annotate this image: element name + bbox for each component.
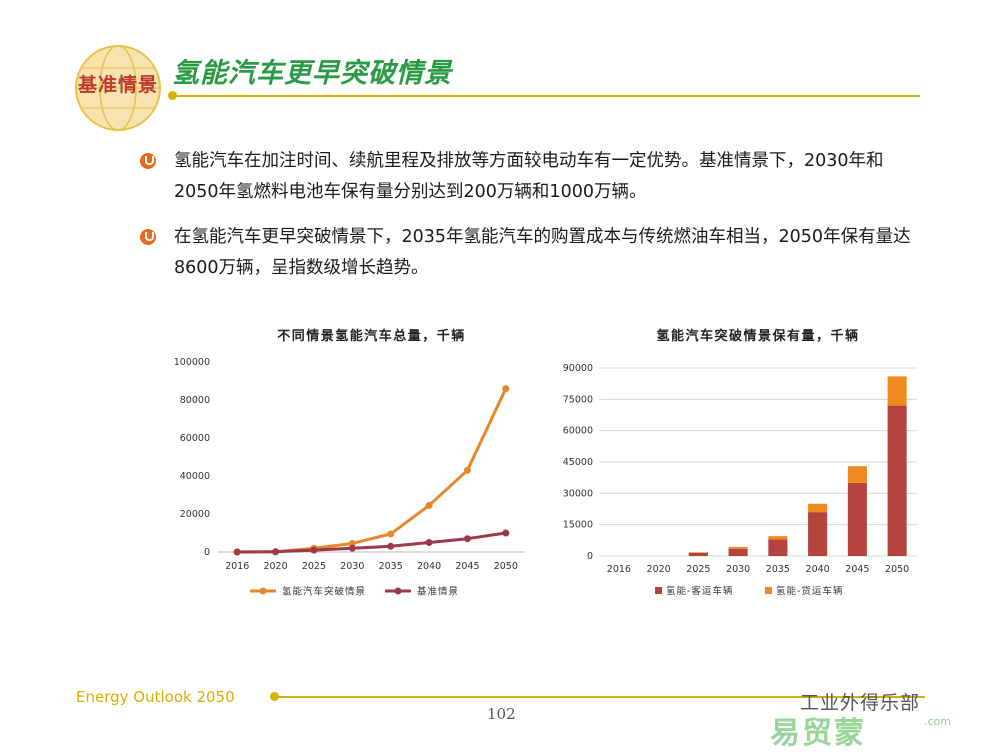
series-2-point <box>463 535 471 543</box>
x-tick-label: 2045 <box>845 564 869 575</box>
y-tick-label: 90000 <box>563 363 593 374</box>
x-tick-label: 2040 <box>417 561 441 572</box>
series-2-point <box>387 542 395 550</box>
series-2-point <box>310 546 318 554</box>
line-chart-total-vehicles: 不同情景氢能汽车总量，千辆 0 20000 40000 60000 80000 100000… <box>174 328 525 598</box>
y-tick-label: 75000 <box>563 394 593 405</box>
header-rule <box>170 95 920 97</box>
bar-segment-series-2 <box>887 376 907 406</box>
series-2-point <box>233 548 241 556</box>
legend-swatch <box>655 587 662 594</box>
legend-marker <box>394 587 402 595</box>
x-tick-label: 2025 <box>302 561 326 572</box>
x-tick-label: 2050 <box>885 564 909 575</box>
page-number: 102 <box>487 705 516 723</box>
globe-badge-icon <box>75 45 161 131</box>
x-tick-label: 2035 <box>766 564 790 575</box>
x-tick-label: 2016 <box>607 564 631 575</box>
footer-title: Energy Outlook 2050 <box>76 688 235 706</box>
bar-segment-series-2 <box>768 536 788 540</box>
series-1-point <box>463 466 471 474</box>
bar-segment-series-1 <box>887 405 907 556</box>
watermark-text: 工业外得乐部 <box>800 692 921 714</box>
chart-title: 不同情景氢能汽车总量，千辆 <box>277 328 466 344</box>
legend-label: 基准情景 <box>417 586 459 598</box>
series-2-point <box>348 544 356 552</box>
bar-segment-series-1 <box>728 548 748 556</box>
y-tick-label: 0 <box>204 547 210 558</box>
x-tick-label: 2035 <box>379 561 403 572</box>
x-tick-label: 2040 <box>806 564 830 575</box>
x-tick-label: 2045 <box>455 561 479 572</box>
y-tick-label: 80000 <box>180 395 210 406</box>
series-line-2 <box>237 531 507 554</box>
legend-marker <box>259 587 267 595</box>
bullet-item: 氢能汽车在加注时间、续航里程及排放等方面较电动车有一定优势。基准情景下，2030… <box>140 146 922 208</box>
bar-segment-series-1 <box>808 512 828 556</box>
legend-label: 氢能汽车突破情景 <box>282 586 366 598</box>
header-badge-text: 基准情景 <box>77 74 158 96</box>
y-tick-label: 40000 <box>180 471 210 482</box>
bar-segment-series-2 <box>728 547 748 549</box>
x-tick-label: 2025 <box>686 564 710 575</box>
watermark-logo: 易贸蒙 <box>770 716 866 751</box>
y-tick-label: 60000 <box>563 426 593 437</box>
bar-segment-series-1 <box>768 539 788 556</box>
legend-label: 氢能-货运车辆 <box>776 585 843 597</box>
bullet-icon <box>140 153 156 169</box>
x-tick-label: 2030 <box>726 564 750 575</box>
chart-title: 氢能汽车突破情景保有量，千辆 <box>656 328 859 344</box>
y-tick-label: 15000 <box>563 520 593 531</box>
legend-swatch <box>765 587 772 594</box>
y-tick-label: 0 <box>587 551 593 562</box>
y-tick-label: 60000 <box>180 433 210 444</box>
bar-segment-series-1 <box>688 552 708 556</box>
bullet-text: 在氢能汽车更早突破情景下，2035年氢能汽车的购置成本与传统燃油车相当，2050… <box>174 227 911 278</box>
series-1-point <box>425 501 433 509</box>
watermark-url: .com <box>924 715 951 728</box>
legend-label: 氢能-客运车辆 <box>666 585 733 597</box>
bullet-text: 氢能汽车在加注时间、续航里程及排放等方面较电动车有一定优势。基准情景下，2030… <box>174 151 884 202</box>
x-tick-label: 2016 <box>225 561 249 572</box>
bar-segment-series-1 <box>847 482 867 556</box>
footer-rule <box>275 696 925 698</box>
bar-segment-series-2 <box>847 466 867 483</box>
bar-segment-series-2 <box>688 552 708 553</box>
x-tick-label: 2050 <box>494 561 518 572</box>
x-tick-label: 2030 <box>340 561 364 572</box>
footer-rule-dot <box>270 692 279 701</box>
x-tick-label: 2020 <box>263 561 287 572</box>
series-1-point <box>387 530 395 538</box>
y-tick-label: 100000 <box>174 357 210 368</box>
bar-chart-breakthrough-stock: 氢能汽车突破情景保有量，千辆 0 15000 30000 45000 60000 75000… <box>563 328 917 597</box>
y-tick-label: 45000 <box>563 457 593 468</box>
bullet-icon <box>140 229 156 245</box>
series-2-point <box>272 548 280 556</box>
series-2-point <box>502 529 510 537</box>
series-2-point <box>425 539 433 546</box>
y-tick-label: 30000 <box>563 488 593 499</box>
y-tick-label: 20000 <box>180 509 210 520</box>
bar-segment-series-2 <box>808 503 828 513</box>
series-1-point <box>502 385 510 393</box>
x-tick-label: 2020 <box>647 564 671 575</box>
page-title: 氢能汽车更早突破情景 <box>172 58 452 89</box>
bullet-item: 在氢能汽车更早突破情景下，2035年氢能汽车的购置成本与传统燃油车相当，2050… <box>140 222 922 284</box>
